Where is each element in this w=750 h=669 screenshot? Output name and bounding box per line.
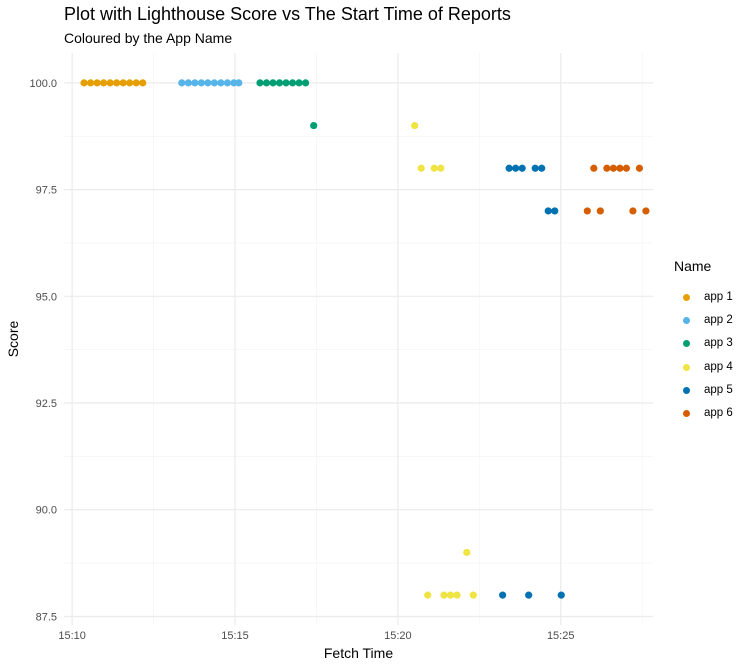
data-point	[295, 79, 303, 87]
legend-items: app 1 app 2 app 3 app 4 app 5 app 6	[674, 286, 733, 425]
data-point	[609, 164, 617, 172]
legend-marker	[683, 386, 690, 394]
data-point	[446, 591, 455, 599]
data-point	[499, 591, 507, 599]
legend: Name app 1 app 2 app 3 app 4 app 5 app 6	[674, 258, 733, 425]
data-point	[629, 207, 637, 215]
y-tick-label: 90.0	[36, 505, 57, 517]
legend-label: app 1	[704, 291, 733, 303]
data-point	[544, 207, 552, 215]
data-point	[557, 591, 565, 599]
data-point	[197, 79, 205, 87]
data-point	[139, 79, 147, 87]
x-axis-label: Fetch Time	[324, 645, 393, 661]
legend-marker	[683, 317, 690, 325]
legend-item: app 4	[674, 356, 733, 379]
data-point	[235, 79, 243, 87]
data-point	[301, 79, 310, 87]
data-point	[269, 79, 277, 87]
y-tick-label: 95.0	[36, 291, 57, 303]
data-point	[538, 164, 546, 172]
legend-label: app 2	[704, 314, 733, 327]
data-point	[191, 79, 199, 87]
data-point	[210, 79, 218, 87]
data-point	[437, 164, 445, 172]
y-axis-label: Score	[5, 321, 21, 358]
data-point	[204, 79, 212, 87]
data-point	[184, 79, 192, 87]
data-point	[518, 164, 526, 172]
data-point	[642, 207, 650, 215]
data-point	[551, 207, 559, 215]
legend-item: app 2	[674, 309, 733, 332]
data-point	[256, 79, 264, 87]
data-point	[288, 79, 297, 87]
data-point	[119, 79, 127, 87]
data-point	[469, 591, 477, 599]
data-point	[505, 164, 513, 172]
data-point	[275, 79, 284, 87]
data-point	[622, 164, 631, 172]
y-tick-label: 92.5	[36, 398, 57, 410]
x-tick-label: 15:20	[384, 630, 412, 642]
legend-marker	[683, 409, 690, 417]
data-point	[525, 591, 533, 599]
data-point	[223, 79, 231, 87]
data-point	[106, 79, 114, 87]
data-point	[616, 164, 624, 172]
legend-marker	[683, 340, 690, 348]
data-point	[453, 591, 461, 599]
y-tick-label: 97.5	[36, 185, 57, 197]
legend-item: app 5	[674, 379, 733, 402]
data-point	[531, 164, 539, 172]
data-point	[282, 79, 290, 87]
chart-subtitle: Coloured by the App Name	[64, 30, 233, 46]
legend-marker	[683, 363, 690, 371]
data-point	[424, 591, 432, 599]
data-point	[411, 121, 419, 130]
data-point	[635, 164, 644, 172]
data-point	[262, 79, 271, 87]
data-point	[463, 548, 471, 557]
legend-item: app 3	[674, 332, 733, 355]
chart-title: Plot with Lighthouse Score vs The Start …	[64, 4, 511, 24]
data-point	[590, 164, 598, 172]
legend-item: app 6	[674, 402, 733, 425]
legend-label: app 3	[704, 337, 733, 350]
data-point	[603, 164, 611, 172]
legend-label: app 5	[704, 383, 733, 396]
data-point	[80, 79, 88, 87]
data-point	[217, 79, 225, 87]
x-tick-label: 15:15	[221, 630, 249, 642]
data-point	[113, 79, 121, 87]
legend-item: app 1	[674, 286, 733, 309]
legend-title: Name	[674, 258, 712, 274]
legend-marker	[683, 294, 690, 301]
legend-label: app 6	[704, 406, 733, 419]
y-tick-label: 100.0	[29, 78, 57, 90]
data-point	[100, 79, 108, 87]
data-point	[512, 164, 520, 172]
y-tick-label: 87.5	[36, 611, 57, 623]
data-point	[87, 79, 95, 87]
legend-label: app 4	[704, 360, 733, 373]
data-point	[596, 207, 604, 215]
data-point	[126, 79, 134, 87]
data-point	[440, 591, 448, 599]
data-point	[310, 121, 318, 130]
x-tick-label: 15:10	[58, 630, 86, 642]
data-point	[93, 79, 101, 87]
data-point	[417, 164, 425, 172]
data-point	[178, 79, 186, 87]
x-tick-label: 15:25	[547, 630, 575, 642]
data-point	[583, 207, 591, 215]
data-point	[430, 164, 438, 172]
data-point	[132, 79, 140, 87]
